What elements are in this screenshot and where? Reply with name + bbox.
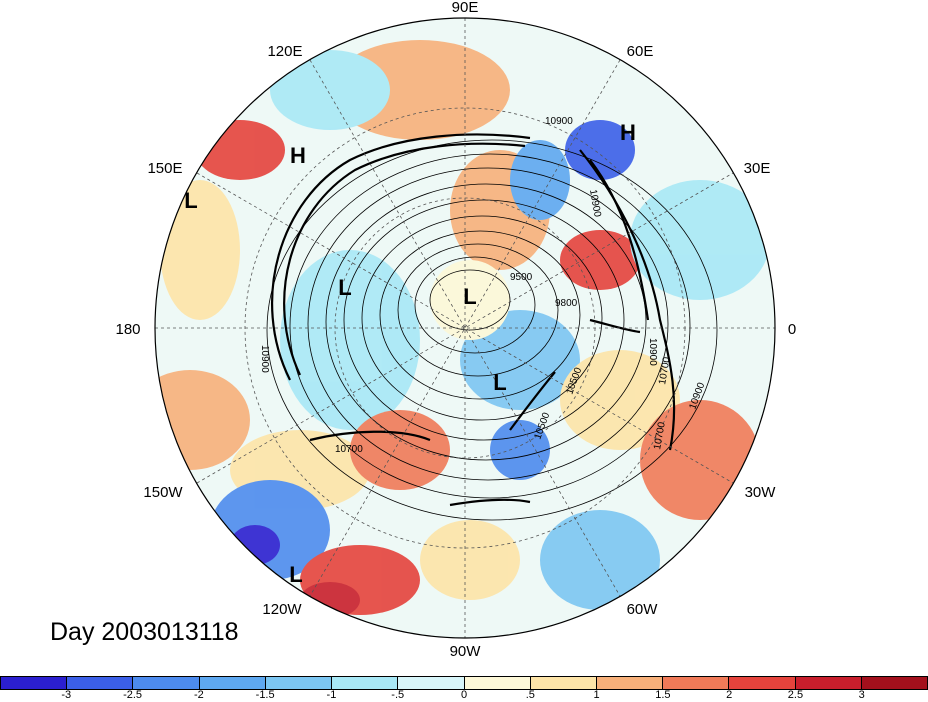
lon-label-30e: 30E <box>744 160 771 177</box>
lon-label-180: 180 <box>115 321 140 338</box>
contour-label: 10900 <box>647 338 658 366</box>
contour-label: 9800 <box>555 298 578 309</box>
colorbar-tick-label: 2 <box>726 689 733 701</box>
contour-label: 10700 <box>657 356 673 386</box>
map-boundary <box>154 17 776 639</box>
colorbar-tick-label: 2.5 <box>787 689 804 701</box>
low-pressure-marker: L <box>289 562 302 587</box>
height-contours <box>266 139 718 521</box>
colorbar <box>0 676 928 690</box>
lon-label-120e: 120E <box>267 43 302 60</box>
colorbar-swatch <box>596 677 664 689</box>
contour-label: 10900 <box>259 345 270 373</box>
lon-label-60w: 60W <box>627 601 659 618</box>
colorbar-swatch <box>67 677 134 689</box>
colorbar-tick-label: -2.5 <box>123 689 143 701</box>
high-pressure-marker: H <box>620 120 636 145</box>
colorbar-swatch <box>1 677 68 689</box>
jet-contours <box>271 133 676 507</box>
colorbar-tick-label: -2 <box>193 689 204 701</box>
map-title: Day 2003013118 <box>50 618 239 646</box>
low-pressure-marker: L <box>184 188 197 213</box>
lon-label-90w: 90W <box>450 643 482 660</box>
colorbar-swatch <box>464 677 531 689</box>
colorbar-swatch <box>199 677 266 689</box>
lon-label-120w: 120W <box>262 601 302 618</box>
low-pressure-marker: L <box>338 275 351 300</box>
colorbar-tick-label: .5 <box>525 689 535 701</box>
colorbar-tick-label: 3 <box>858 689 865 701</box>
lon-label-30w: 30W <box>745 484 777 501</box>
lon-label-150w: 150W <box>143 484 183 501</box>
contour-label: 9500 <box>510 272 533 283</box>
colorbar-tick-label: 0 <box>460 689 468 701</box>
lon-label-150e: 150E <box>147 160 182 177</box>
lon-label-60e: 60E <box>627 43 654 60</box>
colorbar-tick-label: -1.5 <box>255 689 275 701</box>
colorbar-swatch <box>530 677 597 689</box>
contour-label: 10900 <box>587 189 603 219</box>
colorbar-swatch <box>133 677 200 689</box>
low-pressure-marker: L <box>493 370 506 395</box>
colorbar-tick-label: 1.5 <box>655 689 671 701</box>
low-pressure-marker: L <box>463 284 476 309</box>
contour-label: 10700 <box>335 444 363 455</box>
graticule <box>155 18 775 638</box>
anomaly-field <box>155 18 775 638</box>
lon-label-0: 0 <box>788 321 796 338</box>
colorbar-swatch <box>398 677 465 689</box>
high-pressure-marker: H <box>290 143 306 168</box>
contour-label: 10700 <box>652 421 668 451</box>
contour-label: 10900 <box>545 116 573 127</box>
colorbar-swatch <box>332 677 399 689</box>
lon-label-90e: 90E <box>452 0 479 16</box>
colorbar-tick-label: -3 <box>61 689 72 701</box>
colorbar-swatch <box>729 677 796 689</box>
colorbar-swatch <box>663 677 730 689</box>
colorbar-tick-label: -.5 <box>391 689 405 701</box>
colorbar-swatch <box>265 677 333 689</box>
colorbar-swatch <box>795 677 862 689</box>
colorbar-tick-label: 1 <box>593 689 600 701</box>
colorbar-tick-label: -1 <box>326 689 337 701</box>
colorbar-swatch <box>861 677 928 689</box>
